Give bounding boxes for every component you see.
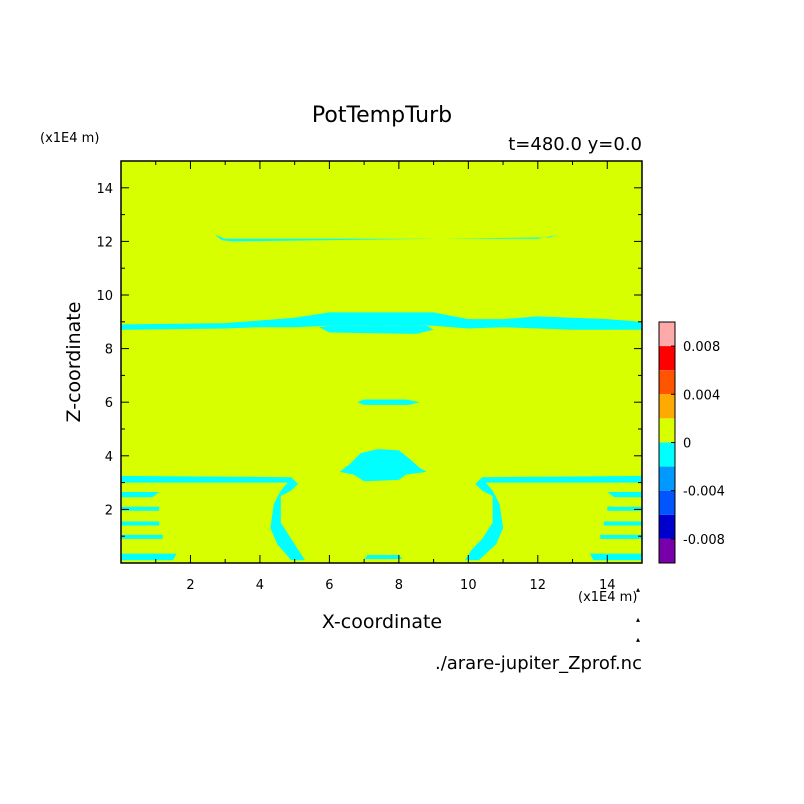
x-tick-label: 10: [460, 578, 477, 593]
contour-region-left-stripes-4: [121, 534, 163, 539]
contour-region-bubble-3-5km: [339, 449, 427, 482]
contour-region-bottom-center: [364, 555, 403, 559]
contour-region-right-stripes-5: [589, 553, 642, 561]
y-tick-label: 4: [105, 450, 113, 465]
negative-regions: [121, 234, 642, 561]
contour-region-blob-6km: [357, 399, 420, 405]
plot-area: [120, 160, 643, 564]
colorbar-swatch: [659, 490, 675, 515]
y-tick-label: 12: [96, 235, 113, 250]
contour-region-left-stripes: [121, 492, 160, 498]
colorbar-swatch: [659, 466, 675, 491]
x-tick-labels: 2 4 6 8 10 12 14: [186, 578, 615, 593]
colorbar-tick-label: -0.004: [683, 485, 725, 500]
contour-region-lower-right-band: [464, 475, 642, 561]
plot-frame: [120, 160, 643, 564]
x-tick-label: 14: [599, 578, 616, 593]
colorbar-tick-label: -0.008: [683, 533, 725, 548]
x-tick-label: 4: [256, 578, 264, 593]
x-tick-label: 6: [325, 578, 333, 593]
colorbar-tick-label: 0.004: [683, 388, 720, 403]
x-tick-label: 12: [530, 578, 547, 593]
contour-region-left-stripes-3: [121, 521, 160, 526]
colorbar-swatch: [659, 346, 675, 371]
x-tick-label: 8: [395, 578, 403, 593]
plot-background: [121, 161, 642, 563]
y-tick-labels: 2 4 6 8 10 12 14: [96, 182, 113, 519]
contour-region-right-stripes-4: [600, 534, 642, 539]
marker-icon: ▴: [636, 615, 640, 624]
colorbar-swatch: [659, 538, 675, 563]
contour-region-band-9km: [121, 312, 642, 330]
colorbar-swatch: [659, 442, 675, 467]
y-tick-label: 6: [105, 396, 113, 411]
axis-ticks: [121, 161, 642, 563]
colorbar-swatch: [659, 514, 675, 539]
contour-region-right-stripes-3: [603, 521, 642, 526]
x-axis-label: X-coordinate: [322, 611, 442, 633]
colorbar-swatch: [659, 370, 675, 395]
y-unit-label: (x1E4 m): [40, 131, 99, 146]
colorbar-swatch: [659, 322, 675, 347]
time-label: t=480.0 y=0.0: [508, 134, 642, 155]
x-tick-label: 2: [186, 578, 194, 593]
marker-icon: ▴: [636, 585, 640, 594]
contour-region-upper-thin-band: [214, 234, 559, 242]
contour-region-band-8-6km: [319, 325, 434, 334]
colorbar-tick-label: 0: [683, 437, 691, 452]
y-tick-label: 10: [96, 289, 113, 304]
colorbar-swatch: [659, 418, 675, 443]
contour-region-right-stripes-2: [607, 506, 642, 511]
source-file-label: ./arare-jupiter_Zprof.nc: [435, 653, 642, 674]
y-tick-label: 2: [105, 503, 113, 518]
colorbar: 0.008 0.004 0 -0.004 -0.008: [658, 321, 725, 564]
y-tick-label: 8: [105, 343, 113, 358]
y-tick-label: 14: [96, 182, 113, 197]
colorbar-tick-label: 0.008: [683, 340, 720, 355]
marker-icon: ▴: [636, 635, 640, 644]
contour-region-left-stripes-2: [121, 506, 160, 511]
contour-region-left-stripes-5: [121, 553, 177, 561]
contour-region-lower-left-band: [121, 475, 306, 561]
chart-title: PotTempTurb: [312, 103, 452, 128]
x-unit-label: (x1E4 m): [578, 590, 637, 605]
y-axis-label: Z-coordinate: [63, 302, 85, 423]
contour-region-right-stripes: [607, 492, 642, 498]
colorbar-swatch: [659, 394, 675, 419]
